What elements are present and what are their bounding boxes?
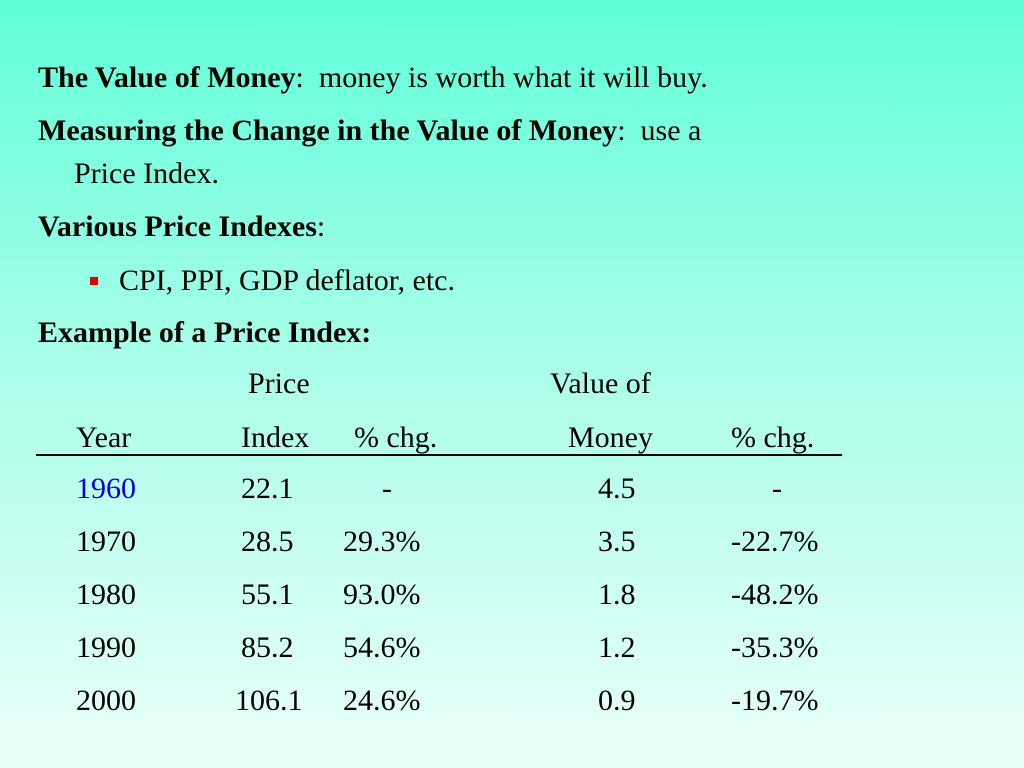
heading-example: Example of a Price Index:	[38, 316, 372, 349]
row-1980-chg1: 93.0%	[343, 578, 421, 611]
row-1960-index: 22.1	[241, 472, 294, 505]
row-1980-index: 55.1	[241, 578, 294, 611]
row-1970-index: 28.5	[241, 525, 294, 558]
sep: :	[617, 114, 626, 147]
row-2000-chg1: 24.6%	[343, 684, 421, 717]
sep: :	[295, 61, 304, 94]
paragraph-value-of-money: The Value of Money: money is worth what …	[38, 61, 708, 95]
row-1980-year: 1980	[76, 578, 136, 611]
heading-measuring-change: Measuring the Change in the Value of Mon…	[38, 114, 618, 147]
heading-various-indexes: Various Price Indexes	[38, 210, 317, 243]
row-1960-money: 4.5	[598, 472, 636, 505]
row-1970-chg2: -22.7%	[731, 525, 819, 558]
header-underline	[36, 454, 842, 456]
header-index: Index	[241, 421, 310, 454]
row-1980-money: 1.8	[598, 578, 636, 611]
header-year: Year	[76, 421, 132, 454]
row-1960-chg2: -	[772, 472, 782, 505]
paragraph-various-indexes: Various Price Indexes:	[38, 210, 325, 244]
header-chg1: % chg.	[354, 421, 438, 454]
heading-value-of-money: The Value of Money	[38, 61, 296, 94]
sep: :	[316, 210, 326, 243]
text: money is worth what it will buy.	[303, 61, 708, 94]
header-money: Money	[568, 421, 653, 454]
row-1980-chg2: -48.2%	[731, 578, 819, 611]
text: use a	[625, 114, 702, 147]
header-chg2: % chg.	[731, 421, 815, 454]
row-2000-chg2: -19.7%	[731, 684, 819, 717]
paragraph-measuring-change: Measuring the Change in the Value of Mon…	[38, 114, 701, 148]
row-2000-index: 106.1	[235, 684, 303, 717]
row-1960-year: 1960	[76, 472, 136, 505]
row-1990-money: 1.2	[598, 631, 636, 664]
bullet-square-icon	[90, 277, 98, 285]
row-1990-chg1: 54.6%	[343, 631, 421, 664]
row-1960-chg1: -	[382, 472, 392, 505]
bullet-text: CPI, PPI, GDP deflator, etc.	[119, 264, 455, 297]
row-1970-year: 1970	[76, 525, 136, 558]
row-1990-index: 85.2	[241, 631, 294, 664]
header-price: Price	[248, 367, 310, 400]
row-2000-money: 0.9	[598, 684, 636, 717]
row-1990-year: 1990	[76, 631, 136, 664]
row-1970-chg1: 29.3%	[343, 525, 421, 558]
row-1990-chg2: -35.3%	[731, 631, 819, 664]
paragraph-measuring-change-cont: Price Index.	[74, 157, 219, 190]
row-2000-year: 2000	[76, 684, 136, 717]
header-value-of: Value of	[550, 367, 651, 400]
row-1970-money: 3.5	[598, 525, 636, 558]
